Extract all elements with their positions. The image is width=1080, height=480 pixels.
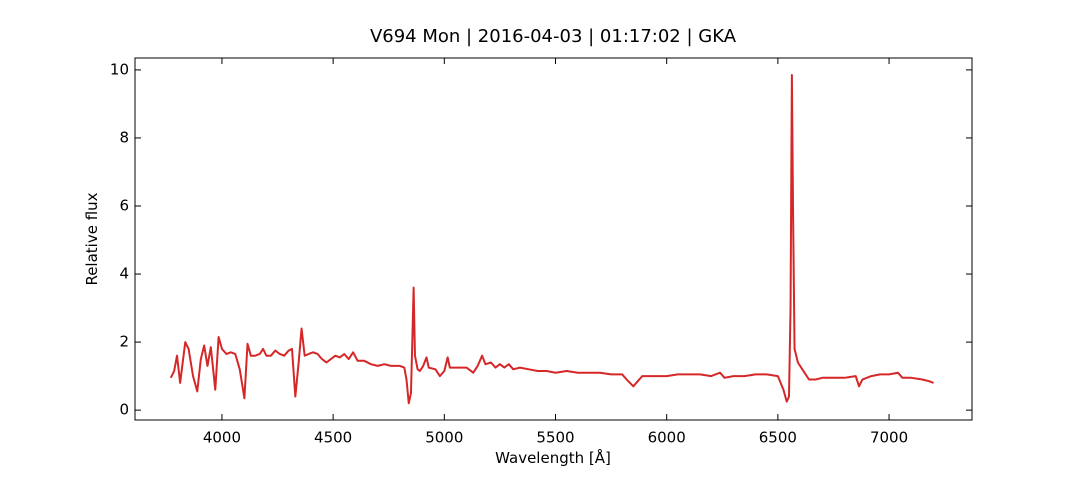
x-tick-label: 6500 — [759, 429, 797, 447]
y-axis-label: Relative flux — [83, 192, 101, 285]
x-tick-label: 7000 — [870, 429, 908, 447]
x-tick-label: 4000 — [203, 429, 241, 447]
y-tick-label: 10 — [110, 60, 129, 78]
x-tick-label: 5000 — [425, 429, 463, 447]
y-tick-label: 6 — [119, 196, 129, 214]
y-tick-label: 4 — [119, 265, 129, 283]
x-tick-label: 5500 — [536, 429, 574, 447]
x-tick-label: 6000 — [648, 429, 686, 447]
y-tick-label: 2 — [119, 333, 129, 351]
x-axis-label: Wavelength [Å] — [495, 448, 611, 467]
y-tick-label: 8 — [119, 128, 129, 146]
y-tick-label: 0 — [119, 401, 129, 419]
plot-frame — [134, 57, 973, 421]
chart-title: V694 Mon | 2016-04-03 | 01:17:02 | GKA — [370, 26, 737, 47]
spectrum-line — [169, 74, 934, 405]
x-tick-label: 4500 — [314, 429, 352, 447]
